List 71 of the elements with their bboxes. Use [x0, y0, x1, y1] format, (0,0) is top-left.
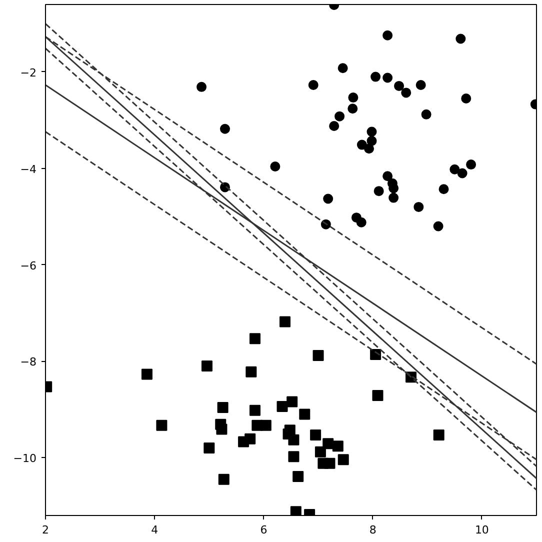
point [332, 440, 344, 452]
y-tick-label: −4 [20, 162, 37, 176]
point [388, 192, 399, 203]
point [244, 433, 256, 444]
point [374, 186, 384, 196]
point [310, 429, 322, 440]
y-tick-label: −8 [20, 356, 37, 369]
point [416, 80, 426, 90]
point [218, 474, 230, 485]
point [366, 126, 377, 137]
point [461, 94, 472, 104]
point [388, 183, 399, 194]
point [141, 368, 152, 380]
point [364, 144, 374, 154]
point [201, 360, 212, 372]
point [372, 390, 384, 401]
point [329, 120, 340, 131]
point [308, 80, 318, 90]
x-tick-label: 4 [151, 524, 158, 536]
point [288, 434, 300, 446]
point [196, 82, 207, 92]
point [217, 402, 228, 414]
point [216, 424, 228, 435]
point [334, 111, 345, 122]
point [338, 63, 348, 74]
point [348, 104, 358, 114]
point [382, 171, 393, 182]
point [312, 350, 324, 361]
point [421, 109, 432, 120]
point [356, 217, 366, 228]
point [338, 454, 349, 466]
point [414, 202, 424, 212]
point [323, 194, 334, 204]
point [348, 92, 358, 103]
point [288, 451, 300, 462]
point [156, 420, 168, 431]
point [280, 316, 290, 328]
y-tick-label: −6 [20, 259, 37, 272]
point [438, 184, 449, 194]
y-tick-label: −10 [13, 452, 37, 466]
point [249, 333, 260, 344]
point [204, 442, 215, 454]
point [299, 408, 310, 420]
point [292, 470, 304, 482]
point [270, 161, 280, 172]
point [401, 88, 412, 98]
point [457, 168, 468, 178]
point [456, 34, 466, 44]
point [433, 221, 444, 232]
point [433, 429, 444, 440]
x-tick-label: 2 [42, 524, 49, 536]
point [366, 136, 377, 146]
point [370, 72, 381, 82]
point [246, 366, 257, 378]
point [260, 420, 272, 431]
point [286, 396, 298, 408]
point [324, 458, 336, 469]
point [276, 401, 288, 412]
x-tick-label: 6 [260, 524, 268, 536]
point [466, 160, 476, 170]
point [249, 404, 260, 416]
point [382, 30, 393, 40]
point [290, 506, 302, 516]
point [220, 124, 230, 134]
point [450, 164, 460, 174]
y-tick-label: −2 [20, 66, 37, 80]
point [394, 80, 404, 91]
point [382, 72, 393, 83]
x-tick-label: 8 [369, 524, 376, 536]
x-tick-label: 10 [474, 524, 489, 536]
point [314, 446, 326, 458]
